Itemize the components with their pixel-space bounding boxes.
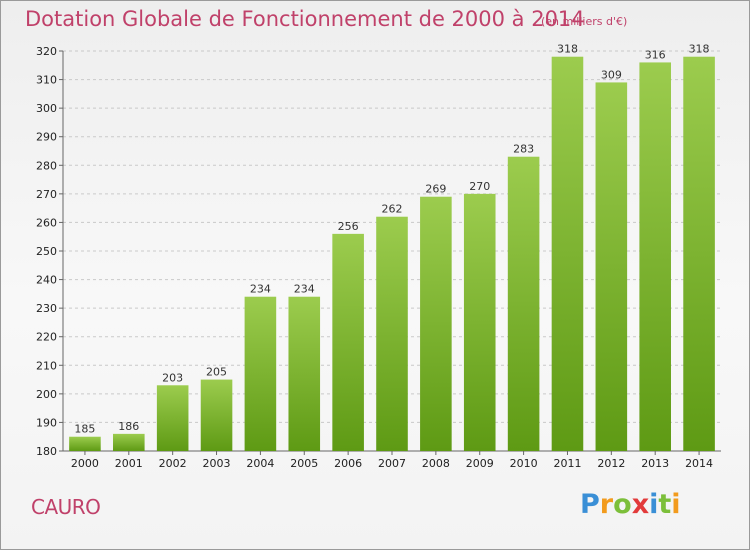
x-tick-label-2013: 2013 <box>641 457 669 470</box>
data-label-2008: 269 <box>425 183 446 196</box>
data-label-2003: 205 <box>206 366 227 379</box>
data-label-2005: 234 <box>294 283 315 296</box>
logo-letter: x <box>631 489 650 520</box>
bar-2014 <box>683 56 715 451</box>
x-tick-label-2004: 2004 <box>246 457 274 470</box>
data-label-2010: 283 <box>513 143 534 156</box>
bars <box>69 56 715 452</box>
x-tick-label-2014: 2014 <box>685 457 713 470</box>
x-tick-label-2010: 2010 <box>510 457 538 470</box>
y-tick-label: 300 <box>36 102 57 115</box>
x-tick-label-2003: 2003 <box>203 457 231 470</box>
data-label-2012: 309 <box>601 68 622 81</box>
x-tick-label-2008: 2008 <box>422 457 450 470</box>
x-tick-label-2007: 2007 <box>378 457 406 470</box>
data-label-2009: 270 <box>469 180 490 193</box>
x-tick-label-2005: 2005 <box>290 457 318 470</box>
proxiti-logo[interactable]: Proxiti <box>580 489 681 520</box>
chart-title: Dotation Globale de Fonctionnement de 20… <box>25 7 585 31</box>
y-tick-label: 260 <box>36 216 57 229</box>
bar-2011 <box>551 56 584 451</box>
bar-2012 <box>595 82 628 451</box>
x-tick-label-2011: 2011 <box>553 457 581 470</box>
logo-letter: o <box>613 489 632 520</box>
bar-2001 <box>113 433 145 451</box>
bar-2013 <box>639 62 671 452</box>
data-label-2002: 203 <box>162 371 183 384</box>
data-label-2004: 234 <box>250 283 271 296</box>
data-label-2007: 262 <box>382 203 403 216</box>
data-label-2011: 318 <box>557 43 578 56</box>
labels: 180 190 200 210 220 230 240 250 260 270 280 290 300 3… <box>36 43 713 470</box>
logo-letter: t <box>658 489 672 520</box>
y-tick-label: 240 <box>36 274 57 287</box>
bar-2003 <box>200 379 233 451</box>
bar-2002 <box>156 385 189 451</box>
bar-2000 <box>69 436 101 451</box>
x-tick-label-2009: 2009 <box>466 457 494 470</box>
data-label-2001: 186 <box>118 420 139 433</box>
bar-2009 <box>463 193 496 451</box>
y-tick-label: 180 <box>36 445 57 458</box>
y-tick-label: 230 <box>36 302 57 315</box>
logo-letter: i <box>649 489 659 520</box>
y-tick-label: 310 <box>36 74 57 87</box>
y-tick-label: 190 <box>36 416 57 429</box>
y-tick-label: 280 <box>36 159 57 172</box>
unit-label: (en milliers d'€) <box>541 15 628 28</box>
x-tick-label-2000: 2000 <box>71 457 99 470</box>
bar-2010 <box>507 156 540 451</box>
data-label-2000: 185 <box>74 423 95 436</box>
bar-2007 <box>376 216 408 451</box>
x-tick-label-2002: 2002 <box>159 457 187 470</box>
data-label-2013: 316 <box>645 48 666 61</box>
data-label-2006: 256 <box>338 220 359 233</box>
y-tick-label: 320 <box>36 45 57 58</box>
data-label-2014: 318 <box>689 43 710 56</box>
bar-2004 <box>244 296 277 451</box>
bar-2005 <box>288 296 321 451</box>
x-tick-label-2012: 2012 <box>597 457 625 470</box>
logo-letter: r <box>599 489 614 520</box>
y-tick-label: 290 <box>36 131 57 144</box>
bar-2008 <box>420 196 452 451</box>
y-tick-label: 210 <box>36 359 57 372</box>
logo-letter: i <box>671 489 681 520</box>
bar-2006 <box>332 233 364 451</box>
y-tick-label: 200 <box>36 388 57 401</box>
logo-letter: P <box>580 489 600 520</box>
y-tick-label: 250 <box>36 245 57 258</box>
x-tick-label-2006: 2006 <box>334 457 362 470</box>
y-tick-label: 270 <box>36 188 57 201</box>
place-name: CAURO <box>31 495 101 519</box>
y-tick-label: 220 <box>36 331 57 344</box>
x-tick-label-2001: 2001 <box>115 457 143 470</box>
